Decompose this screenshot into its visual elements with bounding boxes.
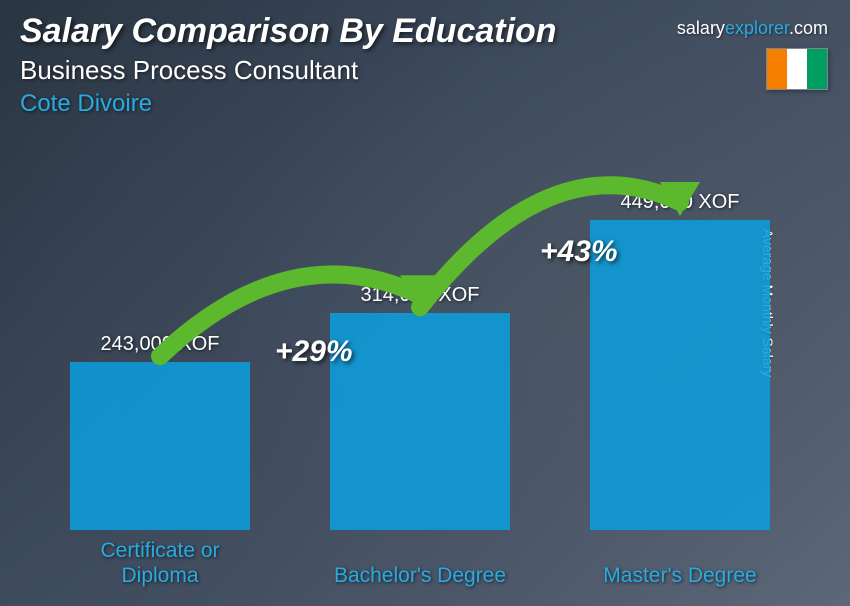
brand-logo: salaryexplorer.com	[677, 18, 828, 39]
chart-subtitle: Business Process Consultant	[20, 55, 830, 86]
bar-category-label: Master's Degree	[590, 563, 770, 588]
bar-category-label: Bachelor's Degree	[330, 563, 510, 588]
bar-value-label: 243,000 XOF	[70, 333, 250, 356]
bar-value-label: 314,000 XOF	[330, 284, 510, 307]
increase-pct-label: +29%	[275, 335, 353, 369]
bar-value-label: 449,000 XOF	[590, 191, 770, 214]
bar-chart: 243,000 XOF Certificate or Diploma 314,000…	[40, 140, 780, 588]
flag-icon	[766, 48, 828, 90]
chart-location: Cote Divoire	[20, 90, 830, 118]
bar	[70, 362, 250, 530]
bar-category-label: Certificate or Diploma	[70, 538, 250, 588]
increase-pct-label: +43%	[540, 235, 618, 269]
bar	[330, 313, 510, 530]
